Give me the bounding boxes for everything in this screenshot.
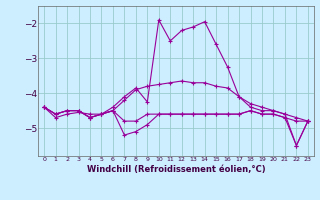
X-axis label: Windchill (Refroidissement éolien,°C): Windchill (Refroidissement éolien,°C): [87, 165, 265, 174]
